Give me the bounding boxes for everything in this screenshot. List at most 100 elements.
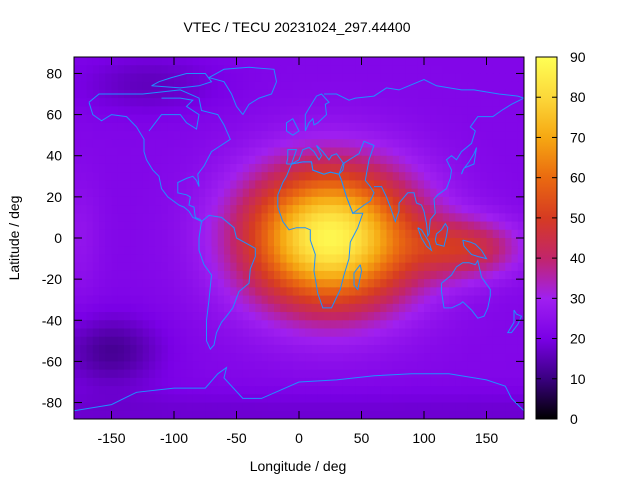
heatmap-cell	[311, 369, 319, 379]
heatmap-cell	[199, 295, 206, 305]
heatmap-cell	[105, 122, 113, 132]
heatmap-cell	[130, 410, 138, 419]
heatmap-cell	[305, 336, 313, 346]
heatmap-cell	[280, 172, 288, 182]
heatmap-cell	[474, 344, 481, 354]
heatmap-cell	[517, 196, 524, 206]
heatmap-cell	[211, 410, 219, 419]
heatmap-cell	[74, 312, 81, 321]
heatmap-cell	[361, 320, 369, 330]
heatmap-cell	[224, 122, 231, 132]
heatmap-cell	[324, 394, 331, 404]
heatmap-cell	[74, 65, 81, 75]
heatmap-cell	[480, 188, 488, 198]
heatmap-cell	[236, 320, 244, 330]
heatmap-cell	[130, 213, 138, 223]
heatmap-cell	[74, 402, 81, 412]
heatmap-cell	[411, 262, 419, 272]
heatmap-cell	[380, 73, 388, 83]
heatmap-cell	[361, 246, 369, 256]
heatmap-cell	[117, 196, 125, 206]
heatmap-cell	[149, 65, 156, 75]
heatmap-cell	[399, 336, 406, 346]
heatmap-cell	[186, 295, 194, 305]
heatmap-cell	[274, 402, 281, 412]
heatmap-cell	[174, 139, 181, 149]
heatmap-cell	[505, 303, 513, 313]
heatmap-cell	[480, 303, 488, 313]
heatmap-cell	[292, 131, 300, 140]
heatmap-cell	[305, 270, 313, 280]
heatmap-cell	[92, 122, 100, 132]
heatmap-cell	[374, 114, 381, 124]
heatmap-cell	[174, 205, 181, 214]
heatmap-cell	[442, 229, 450, 239]
heatmap-cell	[342, 303, 350, 313]
heatmap-cell	[367, 295, 375, 305]
heatmap-cell	[486, 213, 494, 223]
heatmap-cell	[517, 147, 524, 157]
heatmap-cell	[449, 328, 456, 338]
heatmap-cell	[124, 196, 131, 206]
heatmap-cell	[349, 287, 356, 297]
heatmap-cell	[517, 410, 524, 419]
heatmap-cell	[186, 238, 194, 247]
heatmap-cell	[217, 312, 225, 321]
heatmap-cell	[467, 344, 475, 354]
heatmap-cell	[199, 114, 206, 124]
coastline	[462, 239, 488, 260]
heatmap-cell	[311, 279, 319, 288]
heatmap-cell	[217, 163, 225, 173]
heatmap-cell	[486, 402, 494, 412]
heatmap-cell	[299, 246, 306, 256]
heatmap-cell	[517, 279, 524, 288]
coastline	[461, 147, 477, 175]
heatmap-cell	[461, 213, 469, 223]
heatmap-cell	[230, 205, 238, 214]
heatmap-cell	[467, 106, 475, 116]
heatmap-cell	[74, 147, 81, 157]
heatmap-cell	[80, 394, 88, 404]
heatmap-cell	[480, 81, 488, 91]
heatmap-cell	[436, 295, 444, 305]
heatmap-cell	[467, 394, 475, 404]
heatmap-cell	[436, 394, 444, 404]
heatmap-cell	[380, 155, 388, 165]
heatmap-cell	[311, 353, 319, 363]
heatmap-cell	[455, 73, 463, 83]
heatmap-cell	[149, 196, 156, 206]
heatmap-cell	[499, 312, 506, 321]
heatmap-cell	[461, 295, 469, 305]
heatmap-cell	[136, 369, 144, 379]
heatmap-cell	[511, 303, 519, 313]
heatmap-cell	[430, 394, 438, 404]
heatmap-cell	[467, 180, 475, 190]
heatmap-cell	[80, 270, 88, 280]
heatmap-cell	[92, 353, 100, 363]
heatmap-cell	[417, 336, 425, 346]
heatmap-cell	[367, 57, 375, 66]
heatmap-cell	[280, 386, 288, 395]
heatmap-cell	[255, 221, 263, 231]
heatmap-cell	[142, 205, 150, 214]
heatmap-cell	[424, 221, 431, 231]
heatmap-cell	[424, 122, 431, 132]
heatmap-cell	[399, 394, 406, 404]
heatmap-cell	[480, 196, 488, 206]
heatmap-cell	[261, 386, 269, 395]
heatmap-cell	[424, 180, 431, 190]
heatmap-cell	[424, 336, 431, 346]
heatmap-cell	[155, 213, 163, 223]
heatmap-cell	[486, 328, 494, 338]
heatmap-cell	[86, 131, 94, 140]
heatmap-cell	[230, 139, 238, 149]
heatmap-cell	[249, 172, 256, 182]
heatmap-cell	[199, 377, 206, 387]
heatmap-cell	[449, 386, 456, 395]
heatmap-cell	[392, 106, 400, 116]
y-tick-label: -60	[42, 353, 62, 369]
heatmap-cell	[236, 270, 244, 280]
heatmap-cell	[311, 81, 319, 91]
heatmap-cell	[392, 361, 400, 371]
heatmap-cell	[224, 229, 231, 239]
